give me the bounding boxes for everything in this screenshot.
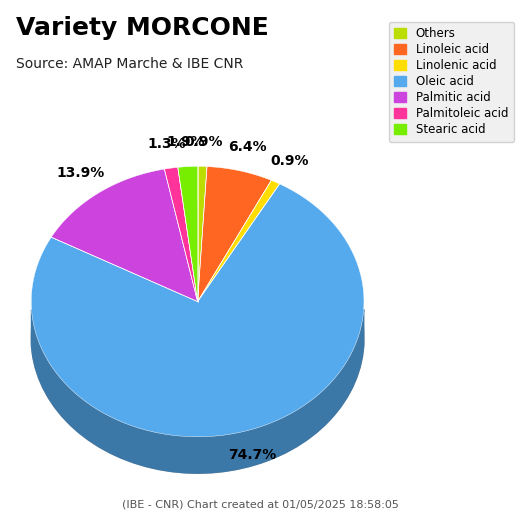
Text: Variety MORCONE: Variety MORCONE — [16, 16, 268, 40]
Polygon shape — [32, 309, 363, 473]
Text: Source: AMAP Marche & IBE CNR: Source: AMAP Marche & IBE CNR — [16, 57, 243, 71]
Polygon shape — [31, 184, 364, 437]
Text: 0.9%: 0.9% — [270, 153, 309, 167]
Legend: Others, Linoleic acid, Linolenic acid, Oleic acid, Palmitic acid, Palmitoleic ac: Others, Linoleic acid, Linolenic acid, O… — [388, 21, 514, 142]
Polygon shape — [198, 166, 207, 302]
Polygon shape — [178, 166, 198, 302]
Text: (IBE - CNR) Chart created at 01/05/2025 18:58:05: (IBE - CNR) Chart created at 01/05/2025 … — [122, 500, 398, 510]
Text: 1.9%: 1.9% — [166, 135, 205, 149]
Text: 0.9%: 0.9% — [184, 135, 223, 149]
Polygon shape — [51, 169, 198, 302]
Polygon shape — [198, 166, 271, 302]
Polygon shape — [31, 203, 364, 473]
Text: 6.4%: 6.4% — [228, 140, 267, 154]
Text: 74.7%: 74.7% — [228, 448, 276, 462]
Polygon shape — [198, 180, 280, 302]
Text: 1.3%: 1.3% — [147, 137, 186, 151]
Text: 13.9%: 13.9% — [57, 166, 105, 180]
Polygon shape — [164, 167, 198, 302]
